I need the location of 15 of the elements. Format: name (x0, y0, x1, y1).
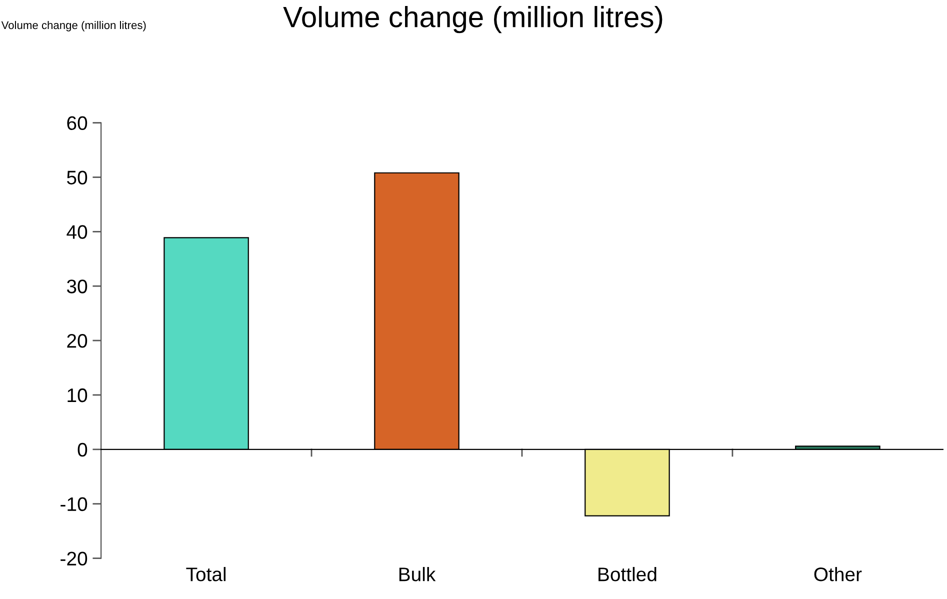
text: Volume change (million litres) (1, 20, 146, 32)
chart-title: Volume change (million litres) (283, 6, 662, 34)
x-tick-label: Bulk (399, 566, 436, 582)
x-tick-label: Bottled (598, 566, 656, 582)
x-tick-label: Other (814, 566, 862, 582)
x-tick-label: Total (186, 566, 226, 582)
y-tick-label: -20 (60, 552, 88, 566)
y-tick-label: 40 (66, 225, 88, 239)
y-tick-label: 20 (67, 334, 88, 348)
y-tick-label: -10 (60, 497, 88, 512)
y-tick-label: 60 (67, 116, 88, 130)
y-tick-label: 10 (68, 388, 88, 402)
y-tick-label: 0 (78, 442, 88, 457)
y-tick-label: 50 (67, 170, 88, 184)
y-tick-label: 30 (66, 280, 88, 294)
